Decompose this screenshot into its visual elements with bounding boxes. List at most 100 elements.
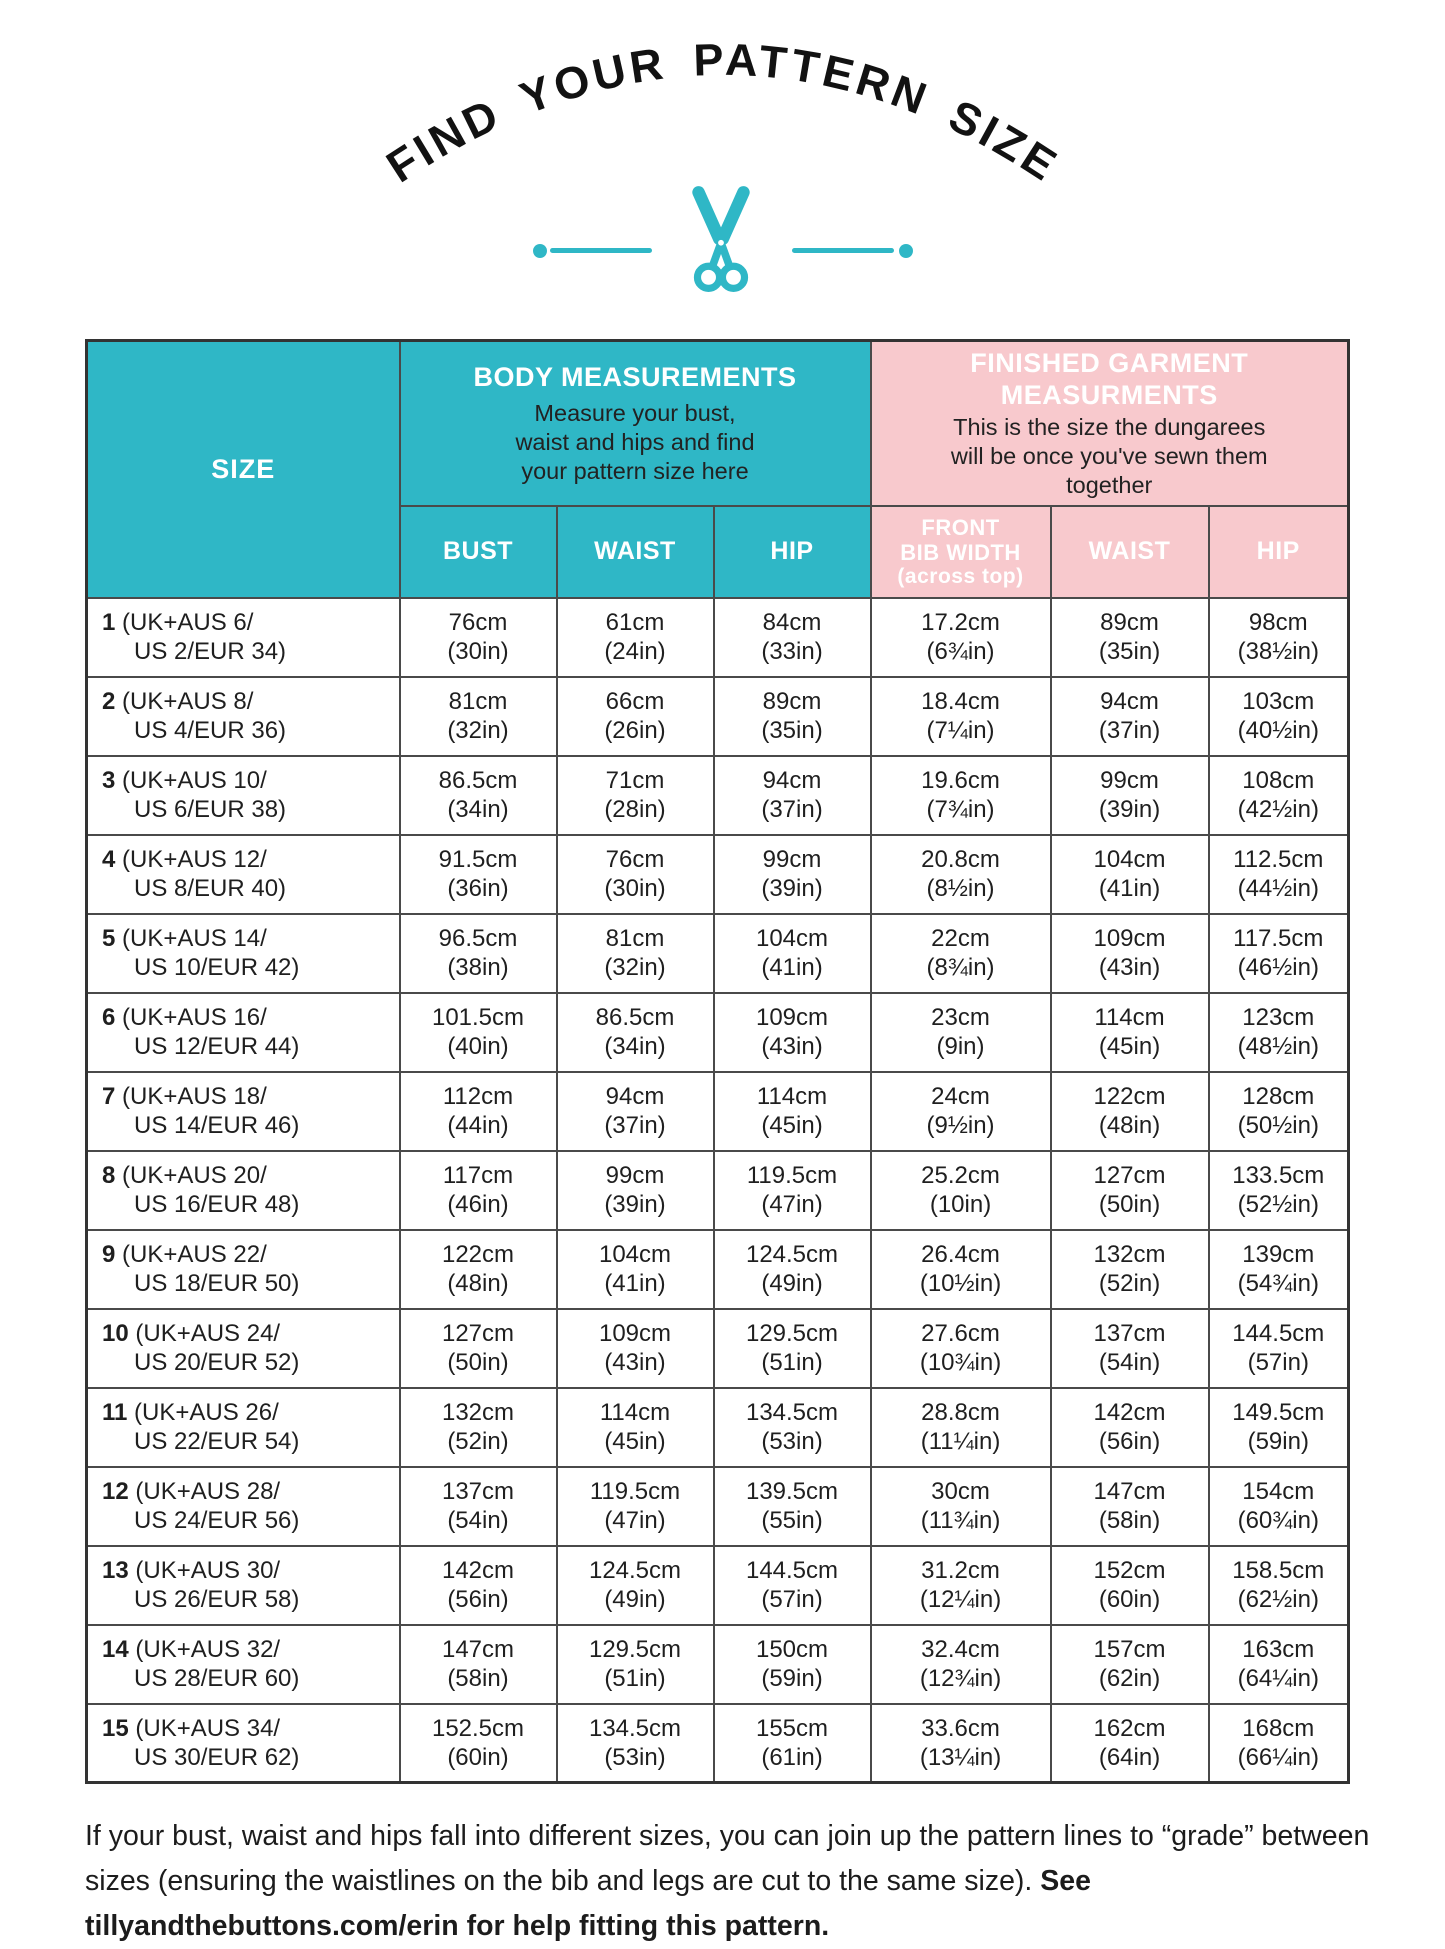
- svg-text:FIND YOUR PATTERN SIZE: FIND YOUR PATTERN SIZE: [377, 34, 1068, 192]
- body-measurements-title: BODY MEASUREMENTS: [473, 361, 797, 392]
- cell-hip: 124.5cm (49in): [712, 1228, 872, 1310]
- cell-front-bib-width: 31.2cm (12¼in): [869, 1544, 1052, 1626]
- cell-garment-hip: 103cm (40½in): [1207, 675, 1350, 757]
- table-row: 2 (UK+AUS 8/US 4/EUR 36) 81cm (32in) 66cm (2…: [85, 675, 1350, 757]
- cell-front-bib-width: 32.4cm (12¾in): [869, 1623, 1052, 1705]
- divider-dot-left: [532, 244, 547, 258]
- cell-garment-waist: 99cm (39in): [1049, 754, 1210, 836]
- cell-waist: 94cm (37in): [555, 1070, 715, 1152]
- cell-bust: 142cm (56in): [398, 1544, 558, 1626]
- table-row: 8 (UK+AUS 20/US 16/EUR 48) 117cm (46in) 99c…: [85, 1149, 1350, 1231]
- table-row: 1 (UK+AUS 6/US 2/EUR 34) 76cm (30in) 61cm (2…: [85, 596, 1350, 678]
- cell-garment-waist: 157cm (62in): [1049, 1623, 1210, 1705]
- cell-garment-waist: 114cm (45in): [1049, 991, 1210, 1073]
- cell-size: 1 (UK+AUS 6/US 2/EUR 34): [85, 596, 401, 678]
- finished-garment-header: FINISHED GARMENT MEASURMENTS This is the…: [869, 339, 1350, 507]
- cell-size: 15 (UK+AUS 34/US 30/EUR 62): [85, 1702, 401, 1784]
- cell-waist: 86.5cm (34in): [555, 991, 715, 1073]
- cell-garment-hip: 163cm (64¼in): [1207, 1623, 1350, 1705]
- cell-waist: 134.5cm (53in): [555, 1702, 715, 1784]
- cell-bust: 101.5cm (40in): [398, 991, 558, 1073]
- cell-hip: 129.5cm (51in): [712, 1307, 872, 1389]
- page-title-text: FIND YOUR PATTERN SIZE: [377, 34, 1064, 192]
- page-title: FIND YOUR PATTERN SIZE: [377, 34, 1068, 192]
- cell-garment-hip: 158.5cm (62½in): [1207, 1544, 1350, 1626]
- finished-garment-title-line1: FINISHED GARMENT: [970, 347, 1249, 378]
- cell-garment-waist: 89cm (35in): [1049, 596, 1210, 678]
- cell-garment-waist: 94cm (37in): [1049, 675, 1210, 757]
- divider-line-left: [549, 248, 652, 253]
- cell-size: 8 (UK+AUS 20/US 16/EUR 48): [85, 1149, 401, 1231]
- cell-size: 13 (UK+AUS 30/US 26/EUR 58): [85, 1544, 401, 1626]
- cell-bust: 137cm (54in): [398, 1465, 558, 1547]
- cell-waist: 124.5cm (49in): [555, 1544, 715, 1626]
- cell-garment-waist: 147cm (58in): [1049, 1465, 1210, 1547]
- cell-waist: 109cm (43in): [555, 1307, 715, 1389]
- cell-garment-waist: 109cm (43in): [1049, 912, 1210, 994]
- cell-size: 3 (UK+AUS 10/US 6/EUR 38): [85, 754, 401, 836]
- col-header-front-bib-width: FRONT BIB WIDTH (across top): [869, 504, 1052, 599]
- table-row: 13 (UK+AUS 30/US 26/EUR 58) 142cm (56in) 12…: [85, 1544, 1350, 1626]
- table-row: 3 (UK+AUS 10/US 6/EUR 38) 86.5cm (34in) 71c…: [85, 754, 1350, 836]
- cell-bust: 81cm (32in): [398, 675, 558, 757]
- cell-garment-waist: 137cm (54in): [1049, 1307, 1210, 1389]
- cell-hip: 114cm (45in): [712, 1070, 872, 1152]
- cell-waist: 61cm (24in): [555, 596, 715, 678]
- body-measurements-header: BODY MEASUREMENTS Measure your bust, wai…: [398, 339, 872, 507]
- cell-front-bib-width: 33.6cm (13¼in): [869, 1702, 1052, 1784]
- cell-waist: 119.5cm (47in): [555, 1465, 715, 1547]
- cell-garment-waist: 104cm (41in): [1049, 833, 1210, 915]
- scissors-divider: [532, 181, 913, 293]
- col-header-garment-hip: HIP: [1207, 504, 1350, 599]
- cell-size: 12 (UK+AUS 28/US 24/EUR 56): [85, 1465, 401, 1547]
- cell-garment-hip: 117.5cm (46½in): [1207, 912, 1350, 994]
- divider-line-right: [791, 248, 894, 253]
- cell-garment-waist: 132cm (52in): [1049, 1228, 1210, 1310]
- table-row: 4 (UK+AUS 12/US 8/EUR 40) 91.5cm (36in) 76c…: [85, 833, 1350, 915]
- cell-waist: 99cm (39in): [555, 1149, 715, 1231]
- cell-waist: 104cm (41in): [555, 1228, 715, 1310]
- col-header-waist: WAIST: [555, 504, 715, 599]
- cell-garment-waist: 122cm (48in): [1049, 1070, 1210, 1152]
- cell-size: 4 (UK+AUS 12/US 8/EUR 40): [85, 833, 401, 915]
- cell-front-bib-width: 26.4cm (10½in): [869, 1228, 1052, 1310]
- cell-size: 5 (UK+AUS 14/US 10/EUR 42): [85, 912, 401, 994]
- cell-garment-waist: 152cm (60in): [1049, 1544, 1210, 1626]
- col-header-hip: HIP: [712, 504, 872, 599]
- cell-bust: 96.5cm (38in): [398, 912, 558, 994]
- cell-garment-hip: 128cm (50½in): [1207, 1070, 1350, 1152]
- size-chart-table: SIZE BODY MEASUREMENTS Measure your bust…: [85, 339, 1351, 1784]
- cell-front-bib-width: 18.4cm (7¼in): [869, 675, 1052, 757]
- cell-front-bib-width: 25.2cm (10in): [869, 1149, 1052, 1231]
- cell-size: 6 (UK+AUS 16/US 12/EUR 44): [85, 991, 401, 1073]
- cell-front-bib-width: 23cm (9in): [869, 991, 1052, 1073]
- table-row: 5 (UK+AUS 14/US 10/EUR 42) 96.5cm (38in) 81…: [85, 912, 1350, 994]
- cell-garment-waist: 127cm (50in): [1049, 1149, 1210, 1231]
- grading-footnote: If your bust, waist and hips fall into d…: [85, 1814, 1385, 1949]
- cell-bust: 112cm (44in): [398, 1070, 558, 1152]
- table-row: 15 (UK+AUS 34/US 30/EUR 62) 152.5cm (60in)…: [85, 1702, 1350, 1784]
- table-row: 12 (UK+AUS 28/US 24/EUR 56) 137cm (54in) 11…: [85, 1465, 1350, 1547]
- footnote-regular-text: If your bust, waist and hips fall into d…: [85, 1820, 1370, 1897]
- cell-waist: 71cm (28in): [555, 754, 715, 836]
- finished-garment-title-line2: MEASURMENTS: [1000, 379, 1218, 410]
- cell-bust: 76cm (30in): [398, 596, 558, 678]
- cell-front-bib-width: 20.8cm (8½in): [869, 833, 1052, 915]
- cell-bust: 127cm (50in): [398, 1307, 558, 1389]
- cell-bust: 86.5cm (34in): [398, 754, 558, 836]
- cell-size: 11 (UK+AUS 26/US 22/EUR 54): [85, 1386, 401, 1468]
- cell-hip: 139.5cm (55in): [712, 1465, 872, 1547]
- cell-hip: 84cm (33in): [712, 596, 872, 678]
- body-measurements-subtitle: Measure your bust, waist and hips and fi…: [515, 399, 755, 484]
- cell-garment-hip: 112.5cm (44½in): [1207, 833, 1350, 915]
- cell-hip: 94cm (37in): [712, 754, 872, 836]
- cell-garment-hip: 123cm (48½in): [1207, 991, 1350, 1073]
- cell-garment-hip: 139cm (54¾in): [1207, 1228, 1350, 1310]
- cell-front-bib-width: 19.6cm (7¾in): [869, 754, 1052, 836]
- cell-hip: 144.5cm (57in): [712, 1544, 872, 1626]
- cell-bust: 152.5cm (60in): [398, 1702, 558, 1784]
- cell-waist: 114cm (45in): [555, 1386, 715, 1468]
- scissors-icon: [691, 186, 750, 292]
- cell-waist: 66cm (26in): [555, 675, 715, 757]
- finished-garment-subtitle: This is the size the dungarees will be o…: [950, 413, 1268, 498]
